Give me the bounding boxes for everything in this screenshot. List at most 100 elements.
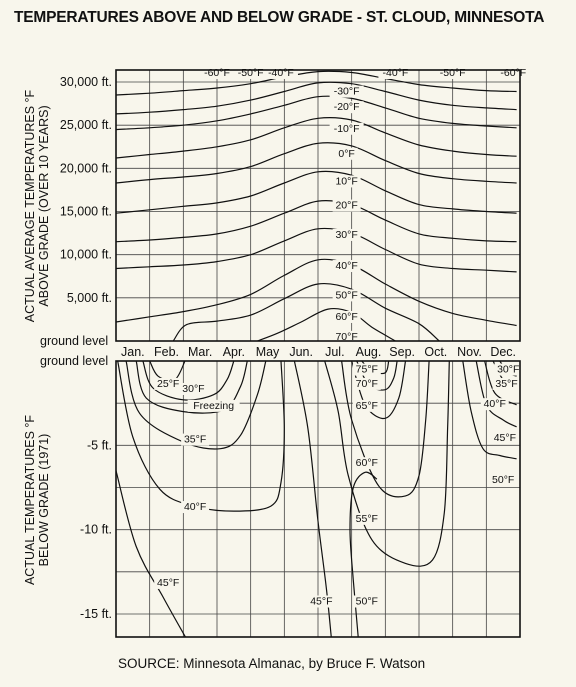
lower-isotherm-label-bg [352, 595, 381, 608]
month-label: Aug. [356, 345, 382, 359]
lower-isotherm-label-bg [181, 433, 210, 446]
upper-y-tick-label: 10,000 ft. [60, 248, 112, 262]
lower-y-tick-label: -5 ft. [87, 438, 112, 452]
lower-isotherm-label: 75°F [356, 364, 378, 376]
upper-isotherm-line [116, 142, 517, 184]
lower-y-axis-title: ACTUAL TEMPERATURES °F BELOW GRADE (1971) [23, 415, 51, 585]
month-label: Sep. [389, 345, 415, 359]
lower-isotherm-label: 25°F [157, 378, 179, 390]
month-label: Feb. [154, 345, 179, 359]
lower-isotherm-line [135, 361, 248, 414]
lower-isotherm-label: 70°F [356, 378, 378, 390]
upper-top-isotherm-label: -60°F [204, 67, 230, 79]
upper-isotherm-line [116, 95, 517, 131]
month-label: Oct. [424, 345, 447, 359]
lower-isotherm-label-bg [181, 501, 210, 514]
upper-isotherm-label: 20°F [335, 200, 357, 212]
upper-top-isotherm-label: -40°F [268, 67, 294, 79]
lower-isotherms [116, 361, 517, 637]
lower-isotherm-label-bg [352, 399, 381, 412]
upper-isotherm-line [116, 200, 517, 243]
lower-isotherm-label-bg [352, 363, 381, 376]
lower-y-axis-title-line1: ACTUAL TEMPERATURES °F [23, 415, 37, 585]
upper-isotherm-label-bg [332, 199, 361, 212]
upper-isotherm-label: 70°F [335, 331, 357, 343]
upper-isotherm-line [116, 227, 517, 273]
upper-top-isotherm-label: -50°F [440, 67, 466, 79]
lower-isotherm-label: 30°F [182, 383, 204, 395]
month-label: May [256, 345, 280, 359]
upper-y-tick-label: 20,000 ft. [60, 161, 112, 175]
upper-isotherms [116, 70, 517, 341]
upper-isotherm-label: 10°F [335, 175, 357, 187]
lower-isotherm-line [462, 361, 517, 460]
lower-isotherm-label-bg [352, 512, 381, 525]
upper-isotherm-label: 60°F [335, 311, 357, 323]
lower-isotherm-line [117, 361, 285, 512]
month-label: Jan. [121, 345, 145, 359]
lower-isotherm-label: 45°F [310, 596, 332, 608]
upper-isotherm-label: -20°F [334, 101, 360, 113]
lower-isotherm-line [116, 470, 187, 637]
lower-isotherm-label-bg [187, 399, 240, 412]
lower-y-tick-label: -15 ft. [80, 607, 112, 621]
upper-y-tick-label: 5,000 ft. [67, 291, 112, 305]
upper-isotherm-label-bg [332, 228, 361, 241]
lower-isotherm-label: Freezing [193, 400, 234, 412]
source-note: SOURCE: Minnesota Almanac, by Bruce F. W… [118, 656, 426, 671]
lower-isotherm-label-bg [352, 457, 381, 470]
lower-isotherm-label: 40°F [184, 501, 206, 513]
upper-isotherm-label-bg [329, 85, 364, 98]
upper-isotherm-line [116, 117, 517, 159]
upper-isotherm-label: 30°F [335, 229, 357, 241]
upper-isotherm-line [116, 81, 517, 115]
lower-panel-frame [115, 360, 521, 638]
chart-title: TEMPERATURES ABOVE AND BELOW GRADE - ST.… [14, 9, 545, 26]
upper-y-axis-title-line2: ABOVE GRADE (OVER 10 YEARS) [37, 105, 51, 306]
upper-isotherm-label: 0°F [338, 148, 354, 160]
lower-isotherm-label: 50°F [492, 474, 514, 486]
month-label: Apr. [223, 345, 245, 359]
month-label: Dec. [490, 345, 516, 359]
month-label: Nov. [457, 345, 482, 359]
lower-isotherm-line [351, 361, 407, 420]
upper-y-axis-title-line1: ACTUAL AVERAGE TEMPERATURES °F [23, 89, 37, 322]
month-label: Jun. [289, 345, 313, 359]
upper-isotherm-line [172, 282, 440, 341]
upper-isotherm-label: 40°F [335, 260, 357, 272]
lower-isotherm-label-bg [489, 474, 518, 487]
upper-y-tick-label: 30,000 ft. [60, 75, 112, 89]
upper-panel-frame [115, 69, 521, 342]
upper-top-isotherm-label: -50°F [238, 67, 264, 79]
upper-isotherm-line [116, 170, 517, 214]
lower-isotherm-label-bg [154, 377, 183, 390]
lower-isotherm-label: 35°F [495, 378, 517, 390]
lower-isotherm-line [484, 361, 517, 406]
lower-isotherm-label: 45°F [494, 432, 516, 444]
lower-isotherm-line [125, 361, 267, 450]
lower-isotherm-line [349, 471, 378, 637]
lower-isotherm-label-bg [490, 431, 519, 444]
lower-isotherm-label: 60°F [356, 457, 378, 469]
upper-isotherm-label-bg [332, 330, 361, 343]
upper-y-tick-label: 15,000 ft. [60, 205, 112, 219]
ground-level-label-upper: ground level [40, 334, 108, 348]
upper-isotherm-label-bg [329, 101, 364, 114]
upper-isotherm-label-bg [329, 122, 364, 135]
upper-y-axis-title: ACTUAL AVERAGE TEMPERATURES °F ABOVE GRAD… [23, 89, 51, 322]
upper-isotherm-line [257, 307, 396, 341]
upper-isotherm-label-bg [332, 289, 361, 302]
upper-isotherm-label-bg [332, 310, 361, 323]
lower-isotherm-label: 30°F [497, 364, 519, 376]
month-label: Mar. [188, 345, 212, 359]
lower-isotherm-label-bg [154, 576, 183, 589]
lower-isotherm-label: 55°F [356, 513, 378, 525]
upper-isotherm-line [116, 258, 517, 327]
ground-level-label-lower: ground level [40, 354, 108, 368]
lower-isotherm-label-bg [352, 377, 381, 390]
lower-y-axis-title-line2: BELOW GRADE (1971) [37, 434, 51, 567]
lower-isotherm-line [324, 361, 450, 567]
chart-frames [115, 69, 521, 638]
lower-isotherm-line [142, 361, 235, 401]
